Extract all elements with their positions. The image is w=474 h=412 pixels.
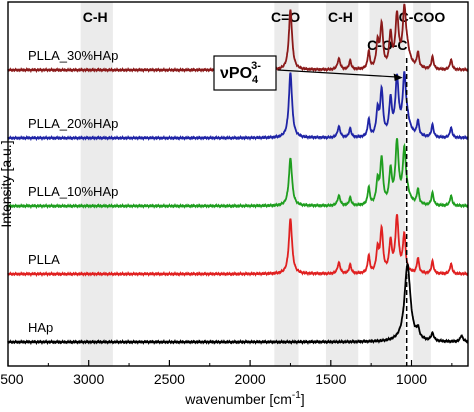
band-region xyxy=(274,2,299,366)
band-region xyxy=(325,2,359,366)
band-region xyxy=(80,2,113,366)
annotation-arrowhead xyxy=(393,73,403,81)
annotation-arrow xyxy=(277,69,397,78)
x-tick-label: 1500 xyxy=(315,371,346,387)
series-lines xyxy=(7,3,469,346)
x-tick-label: 1000 xyxy=(396,371,427,387)
series-line xyxy=(7,71,469,142)
y-axis-label: Intensity [a.u.] xyxy=(0,140,14,227)
band-label: C-H xyxy=(328,9,353,25)
series-labels: PLLA_30%HAp PLLA_20%HAp PLLA_10%HAp PLLA HAp xyxy=(28,48,118,335)
plot-frame xyxy=(7,1,469,367)
band-regions: C-H C=O C-HC-O-CC-COO xyxy=(80,2,446,366)
x-tick-label: 2000 xyxy=(235,371,266,387)
series-label: PLLA xyxy=(28,252,60,267)
x-tick-label: 3000 xyxy=(73,371,104,387)
band-region xyxy=(413,2,431,366)
annotation-text: νPO43- xyxy=(220,60,261,86)
annotation-box xyxy=(213,55,277,91)
series-line xyxy=(7,138,469,210)
series-label: HAp xyxy=(28,320,53,335)
series-label: PLLA_20%HAp xyxy=(28,116,118,131)
x-tick-label: 3500 xyxy=(0,371,24,387)
x-tick-label: 2500 xyxy=(154,371,185,387)
band-region xyxy=(369,2,406,366)
series-line xyxy=(7,261,469,346)
band-label: C-H xyxy=(83,9,108,25)
phosphate-annotation: νPO43- xyxy=(213,55,403,91)
x-axis-label: wavenumber [cm-1] xyxy=(184,390,304,407)
band-label: C=O xyxy=(271,9,300,25)
series-line xyxy=(7,214,469,278)
x-axis-ticks: 3500 3000 2500 2000 1500 1000 xyxy=(0,360,453,387)
series-label: PLLA_10%HAp xyxy=(28,184,118,199)
series-label: PLLA_30%HAp xyxy=(28,48,118,63)
band-label: C-COO xyxy=(399,9,446,25)
